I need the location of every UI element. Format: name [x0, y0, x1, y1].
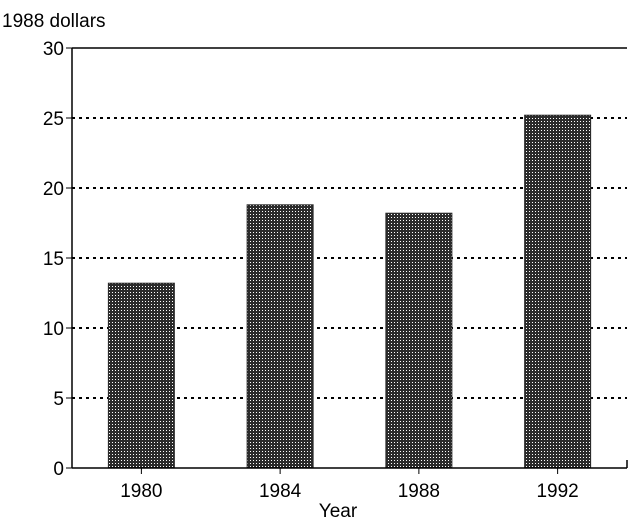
- y-tick-label-30: 30: [43, 39, 64, 60]
- x-tick-label-1992: 1992: [536, 481, 578, 502]
- y-tick-label-0: 0: [53, 459, 64, 480]
- y-tick-labels: 0 5 10 15 20 25 30: [43, 39, 64, 480]
- bar-1980: [107, 282, 175, 469]
- y-tick-label-25: 25: [43, 109, 64, 130]
- x-tick-label-1988: 1988: [398, 481, 440, 502]
- bars: [107, 114, 592, 469]
- bar-1984: [246, 204, 314, 469]
- bar-1988: [385, 212, 453, 469]
- y-axis-label: 1988 dollars: [2, 11, 106, 32]
- y-tick-label-5: 5: [53, 389, 64, 410]
- axes: [66, 47, 628, 474]
- x-tick-label-1980: 1980: [120, 481, 162, 502]
- y-tick-label-20: 20: [43, 179, 64, 200]
- bar-1992: [524, 114, 592, 469]
- y-tick-label-15: 15: [43, 249, 64, 270]
- x-tick-label-1984: 1984: [259, 481, 302, 502]
- y-tick-label-10: 10: [43, 319, 64, 340]
- x-tick-labels: 1980 1984 1988 1992: [120, 481, 579, 502]
- x-axis-label: Year: [319, 501, 358, 519]
